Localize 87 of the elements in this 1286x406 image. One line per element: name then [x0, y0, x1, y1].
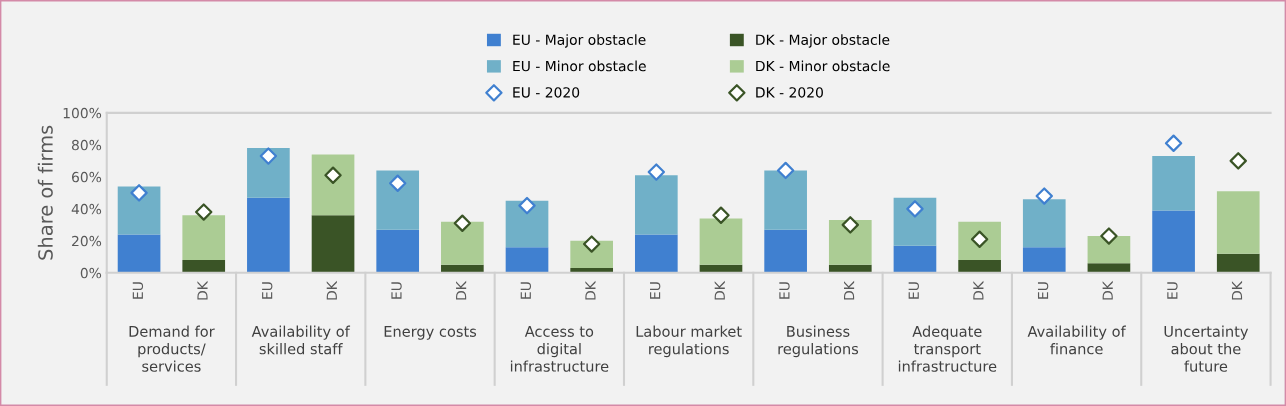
- bar: [376, 229, 420, 273]
- bar: [699, 218, 743, 265]
- point: [582, 235, 601, 253]
- y-tick-label: 40%: [71, 203, 102, 215]
- x-tick-label: DK: [326, 280, 337, 300]
- text: Availability of skilled staff: [251, 325, 351, 355]
- bar: [311, 154, 355, 216]
- bar: [1022, 247, 1066, 273]
- point: [647, 163, 666, 181]
- bar: [505, 247, 549, 273]
- x-tick-label: EU: [779, 282, 790, 299]
- bar: [634, 175, 678, 235]
- point: [388, 174, 407, 192]
- bar: [505, 200, 549, 248]
- text: Energy costs: [384, 326, 477, 340]
- text: Uncertainty about the future: [1164, 325, 1249, 372]
- bar: [1022, 199, 1066, 248]
- bar: [764, 229, 807, 273]
- bar: [1152, 210, 1195, 273]
- bar: [182, 215, 226, 261]
- text: Access to digital infrastructure: [510, 326, 609, 372]
- point: [1164, 134, 1183, 152]
- x-tick-label: DK: [456, 280, 467, 300]
- y-tick-label: 100%: [63, 107, 102, 119]
- text: Labour market regulations: [636, 325, 742, 358]
- legend-label: DK - Minor obstacle: [756, 60, 890, 72]
- y-tick-label: 0%: [80, 267, 102, 279]
- bar: [247, 148, 290, 198]
- point: [453, 214, 472, 232]
- bar: [1087, 236, 1131, 264]
- bar: [1216, 253, 1260, 273]
- point: [712, 206, 730, 224]
- y-tick-label: 20%: [72, 235, 102, 247]
- point: [195, 203, 213, 221]
- x-tick-label: EU: [520, 282, 532, 299]
- bar: [1152, 156, 1195, 211]
- point: [1100, 227, 1118, 245]
- x-tick-label: EU: [391, 282, 402, 299]
- point: [130, 184, 148, 202]
- legend-label: DK - 2020: [756, 87, 823, 98]
- y-tick-label: 80%: [71, 139, 102, 151]
- legend-label: EU - 2020: [513, 87, 580, 98]
- text: Availability of finance: [1027, 325, 1126, 355]
- bar: [893, 197, 937, 246]
- x-tick-label: EU: [262, 282, 273, 299]
- bar: [958, 260, 1001, 273]
- x-tick-label: EU: [1167, 282, 1178, 299]
- y-axis-title: Share of firms: [37, 125, 53, 260]
- x-tick-label: DK: [197, 280, 208, 300]
- x-tick-label: EU: [1037, 282, 1049, 299]
- point: [1229, 152, 1247, 170]
- bar: [311, 215, 355, 273]
- x-tick-label: EU: [908, 282, 919, 299]
- text: Business regulations: [778, 325, 859, 358]
- x-tick-label: EU: [650, 282, 661, 299]
- y-tick-label: 60%: [71, 171, 102, 183]
- bar: [117, 186, 161, 235]
- x-tick-label: DK: [973, 280, 984, 300]
- text: Demand for products/ services: [129, 325, 215, 372]
- legend-label: DK - Major obstacle: [756, 34, 890, 48]
- x-tick-label: DK: [1231, 280, 1243, 300]
- bar: [764, 170, 807, 230]
- legend-label: EU - Major obstacle: [513, 34, 646, 48]
- point: [906, 200, 924, 218]
- bar: [182, 260, 226, 273]
- bar: [376, 170, 420, 230]
- point: [776, 161, 795, 180]
- text: Adequate transport infrastructure: [898, 325, 997, 372]
- point: [518, 196, 536, 215]
- bar: [893, 245, 937, 273]
- point: [1035, 187, 1053, 205]
- bar: [117, 234, 161, 273]
- point: [841, 216, 860, 234]
- x-tick-label: DK: [844, 280, 855, 300]
- point: [324, 166, 342, 184]
- bar: [634, 234, 678, 273]
- bar: [828, 220, 872, 265]
- bar: [1087, 263, 1131, 273]
- x-tick-label: DK: [714, 280, 725, 300]
- bar: [441, 221, 484, 265]
- x-tick-label: EU: [132, 282, 144, 299]
- bar: [247, 197, 290, 273]
- x-tick-label: DK: [1102, 280, 1113, 300]
- bar: [1216, 191, 1260, 254]
- legend-label: EU - Minor obstacle: [513, 60, 646, 72]
- x-tick-label: DK: [585, 280, 596, 300]
- point: [259, 147, 278, 165]
